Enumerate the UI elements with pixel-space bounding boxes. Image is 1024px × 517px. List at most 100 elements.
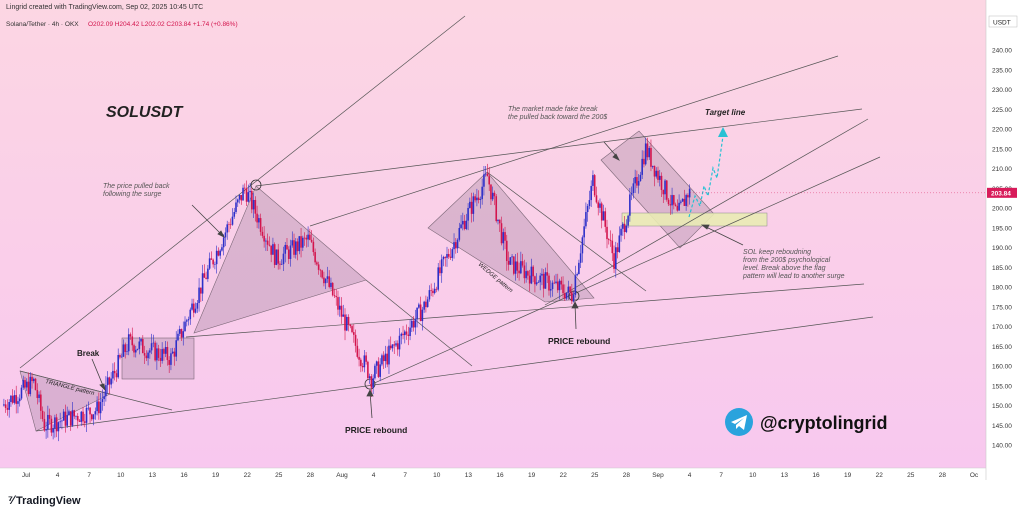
support-zone bbox=[621, 212, 768, 227]
candle-body bbox=[477, 197, 480, 200]
candle-body bbox=[207, 268, 209, 279]
time-tick-20: Sep bbox=[652, 472, 664, 479]
candle-body bbox=[18, 398, 21, 402]
candle-body bbox=[421, 309, 424, 322]
candle-body bbox=[564, 293, 566, 299]
candle-body bbox=[189, 309, 192, 320]
candle-body bbox=[377, 361, 380, 377]
candle-body bbox=[330, 282, 332, 287]
pullback-triangle-shape bbox=[193, 185, 367, 334]
candle-body bbox=[551, 282, 554, 290]
time-tick-29: 28 bbox=[939, 472, 947, 479]
candle-body bbox=[231, 216, 234, 225]
candle-body bbox=[484, 173, 487, 175]
candle-body bbox=[409, 327, 411, 336]
candle-body bbox=[345, 316, 348, 331]
candle-body bbox=[6, 407, 9, 410]
candle-body bbox=[78, 420, 81, 422]
tradingview-logo[interactable]: ⁷⁄ TradingView bbox=[8, 493, 81, 507]
candle-body bbox=[310, 239, 313, 242]
candle-body bbox=[191, 303, 193, 310]
candle-body bbox=[282, 253, 285, 265]
candle-body bbox=[62, 411, 65, 421]
time-tick-12: 7 bbox=[403, 472, 407, 479]
candle-body bbox=[284, 244, 287, 254]
candle-body bbox=[479, 199, 482, 200]
candle-body bbox=[314, 252, 316, 263]
candle-body bbox=[275, 249, 278, 265]
candle-body bbox=[47, 414, 49, 430]
candle-body bbox=[592, 175, 594, 186]
candle-body bbox=[251, 190, 253, 210]
candle-body bbox=[219, 250, 221, 256]
annotation-arrows bbox=[91, 141, 744, 419]
triangle-upper-line bbox=[19, 370, 173, 411]
candle-body bbox=[655, 170, 658, 177]
candle-body bbox=[615, 247, 617, 269]
price-tick-17: 155.00 bbox=[992, 383, 1012, 390]
candle-body bbox=[215, 250, 218, 265]
candle-body bbox=[513, 256, 515, 274]
sol-note-line-2: from the 200$ psychological bbox=[743, 257, 831, 264]
candle-body bbox=[187, 319, 190, 321]
candle-body bbox=[233, 212, 236, 217]
candle-body bbox=[433, 288, 436, 294]
time-tick-3: 10 bbox=[117, 472, 125, 479]
candle-body bbox=[569, 286, 571, 293]
candle-body bbox=[488, 176, 490, 185]
candle-body bbox=[194, 308, 197, 313]
sol-note-line-3: level. Break above the flag bbox=[743, 265, 826, 272]
pullback-note-line-1: The price pulled back bbox=[103, 183, 170, 190]
candle-body bbox=[337, 297, 339, 310]
candle-body bbox=[221, 247, 223, 251]
candle-body bbox=[574, 275, 577, 295]
candle-body bbox=[117, 354, 119, 378]
currency-badge[interactable] bbox=[988, 15, 1018, 28]
candle-body bbox=[15, 395, 18, 404]
candle-body bbox=[4, 404, 7, 408]
target-projection-path bbox=[688, 135, 724, 218]
candle-body bbox=[555, 281, 557, 283]
candle-body bbox=[525, 271, 527, 279]
candle-body bbox=[328, 276, 330, 287]
candle-body bbox=[405, 331, 408, 335]
candle-body bbox=[650, 147, 652, 167]
candle-body bbox=[24, 380, 26, 388]
candle-body bbox=[458, 227, 461, 240]
fake-break-note-line-1: The market made fake break bbox=[508, 106, 598, 113]
candle-body bbox=[316, 262, 318, 265]
candle-body bbox=[412, 320, 415, 328]
candle-body bbox=[382, 355, 385, 362]
candle-body bbox=[69, 411, 72, 426]
candle-body bbox=[400, 333, 403, 336]
candle-body bbox=[396, 343, 399, 350]
candle-body bbox=[196, 303, 199, 309]
candle-body bbox=[676, 205, 679, 211]
candle-body bbox=[212, 259, 214, 265]
candle-body bbox=[243, 187, 246, 189]
candle-body bbox=[133, 345, 135, 353]
candle-body bbox=[657, 170, 659, 180]
candle-body bbox=[426, 299, 429, 308]
candle-body bbox=[368, 376, 371, 379]
price-tick-3: 225.00 bbox=[992, 107, 1012, 114]
candle-body bbox=[222, 237, 225, 248]
candle-body bbox=[83, 421, 86, 423]
candle-body bbox=[87, 407, 90, 409]
candle-body bbox=[384, 353, 387, 362]
candle-body bbox=[236, 199, 239, 203]
candle-body bbox=[449, 256, 452, 258]
candle-body bbox=[205, 277, 207, 279]
wedge-projection-line bbox=[486, 171, 647, 292]
time-tick-30: Oc bbox=[970, 472, 979, 479]
credit-line: Lingrid created with TradingView.com, Se… bbox=[6, 4, 204, 11]
candle-body bbox=[326, 276, 329, 279]
candle-body bbox=[161, 349, 163, 361]
candle-body bbox=[685, 195, 687, 206]
candle-body bbox=[372, 378, 374, 388]
candle-body bbox=[272, 244, 274, 255]
candle-body bbox=[263, 235, 265, 242]
trend-lines bbox=[19, 15, 881, 432]
candle-body bbox=[252, 199, 255, 210]
candle-body bbox=[57, 422, 60, 432]
